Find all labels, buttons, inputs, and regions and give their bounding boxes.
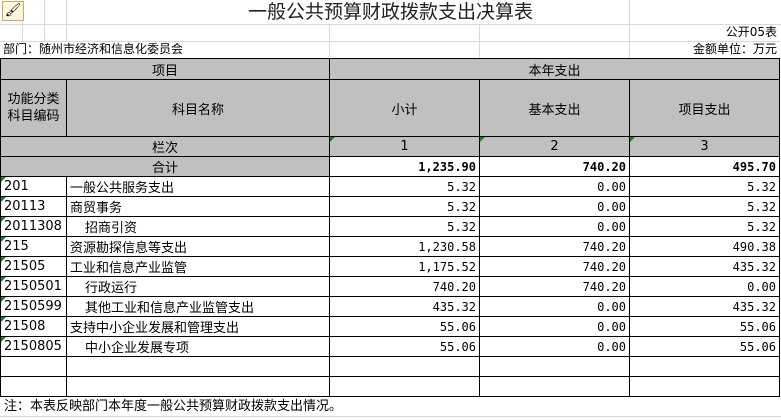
col-index-label: 栏次 [0, 136, 330, 157]
basic-cell: 740.20 [479, 256, 630, 277]
code-cell: 21508 [0, 316, 67, 337]
empty-row [0, 356, 780, 377]
name-cell: 资源勘探信息等支出 [66, 236, 330, 257]
table-row: 215 资源勘探信息等支出 1,230.58 740.20 490.38 [0, 236, 780, 257]
code-cell: 2011308 [0, 216, 67, 237]
subtotal-cell: 5.32 [329, 176, 480, 197]
page-title: 一般公共预算财政拨款支出决算表 [247, 1, 533, 23]
name-cell: 工业和信息产业监管 [66, 256, 330, 277]
gridline [0, 416, 781, 417]
empty-cell [629, 356, 780, 377]
subtotal-cell: 1,230.58 [329, 236, 480, 257]
total-subtotal: 1,235.90 [329, 156, 480, 177]
empty-cell [329, 376, 480, 397]
header-item: 项目 [0, 58, 330, 80]
col-index-3: 3 [629, 136, 780, 157]
name-cell: 商贸事务 [66, 196, 330, 217]
subtotal-cell: 1,175.52 [329, 256, 480, 277]
code-cell: 2150805 [0, 336, 67, 357]
empty-cell [66, 376, 330, 397]
project-cell: 5.32 [629, 176, 780, 197]
table-row: 2150599 其他工业和信息产业监管支出 435.32 0.00 435.32 [0, 296, 780, 317]
expense-table: 项目 本年支出 功能分类科目编码 科目名称 小计 基本支出 项目支出 栏次 1 … [0, 58, 780, 397]
basic-cell: 0.00 [479, 196, 630, 217]
project-cell: 0.00 [629, 276, 780, 297]
project-cell: 490.38 [629, 236, 780, 257]
table-row: 21505 工业和信息产业监管 1,175.52 740.20 435.32 [0, 256, 780, 277]
basic-cell: 0.00 [479, 316, 630, 337]
code-cell: 215 [0, 236, 67, 257]
table-row: 201 一般公共服务支出 5.32 0.00 5.32 [0, 176, 780, 197]
header-code: 功能分类科目编码 [0, 79, 67, 137]
empty-cell [0, 376, 67, 397]
basic-cell: 0.00 [479, 176, 630, 197]
subtotal-cell: 5.32 [329, 196, 480, 217]
table-row: 21508 支持中小企业发展和管理支出 55.06 0.00 55.06 [0, 316, 780, 337]
basic-cell: 0.00 [479, 336, 630, 357]
project-cell: 55.06 [629, 316, 780, 337]
code-cell: 201 [0, 176, 67, 197]
empty-cell [629, 376, 780, 397]
format-painter-icon[interactable]: 🖌 [2, 1, 24, 21]
code-cell: 2150501 [0, 276, 67, 297]
code-cell: 2150599 [0, 296, 67, 317]
header-project: 项目支出 [629, 79, 780, 137]
name-cell: 行政运行 [66, 276, 330, 297]
project-cell: 5.32 [629, 216, 780, 237]
name-cell: 一般公共服务支出 [66, 176, 330, 197]
subtotal-cell: 435.32 [329, 296, 480, 317]
empty-cell [329, 356, 480, 377]
empty-cell [66, 356, 330, 377]
table-row: 2150501 行政运行 740.20 740.20 0.00 [0, 276, 780, 297]
empty-cell [0, 356, 67, 377]
form-number: 公开05表 [725, 25, 777, 39]
subtotal-cell: 55.06 [329, 336, 480, 357]
gridline [66, 0, 67, 41]
name-cell: 支持中小企业发展和管理支出 [66, 316, 330, 337]
project-cell: 55.06 [629, 336, 780, 357]
unit-label: 金额单位：万元 [692, 42, 777, 56]
header-basic: 基本支出 [479, 79, 630, 137]
total-basic: 740.20 [479, 156, 630, 177]
empty-cell [479, 376, 630, 397]
total-project: 495.70 [629, 156, 780, 177]
gridline [0, 41, 781, 42]
basic-cell: 0.00 [479, 296, 630, 317]
project-cell: 435.32 [629, 296, 780, 317]
basic-cell: 0.00 [479, 216, 630, 237]
code-cell: 21505 [0, 256, 67, 277]
footnote: 注：本表反映部门本年度一般公共预算财政拨款支出情况。 [4, 399, 343, 414]
subtotal-cell: 5.32 [329, 216, 480, 237]
header-year-expense: 本年支出 [329, 58, 780, 80]
name-cell: 其他工业和信息产业监管支出 [66, 296, 330, 317]
col-index-2: 2 [479, 136, 630, 157]
name-cell: 招商引资 [66, 216, 330, 237]
subtotal-cell: 55.06 [329, 316, 480, 337]
table-row: 20113 商贸事务 5.32 0.00 5.32 [0, 196, 780, 217]
total-label: 合计 [0, 156, 330, 177]
gridline [629, 0, 630, 58]
header-subtotal: 小计 [329, 79, 480, 137]
code-cell: 20113 [0, 196, 67, 217]
header-name: 科目名称 [66, 79, 330, 137]
empty-row [0, 376, 780, 397]
table-row: 2011308 招商引资 5.32 0.00 5.32 [0, 216, 780, 237]
col-index-1: 1 [329, 136, 480, 157]
department-label: 部门：随州市经济和信息化委员会 [3, 42, 184, 56]
name-cell: 中小企业发展专项 [66, 336, 330, 357]
subtotal-cell: 740.20 [329, 276, 480, 297]
project-cell: 435.32 [629, 256, 780, 277]
project-cell: 5.32 [629, 196, 780, 217]
gridline [0, 24, 781, 25]
basic-cell: 740.20 [479, 276, 630, 297]
gridline [44, 0, 45, 41]
empty-cell [479, 356, 630, 377]
table-row: 2150805 中小企业发展专项 55.06 0.00 55.06 [0, 336, 780, 357]
basic-cell: 740.20 [479, 236, 630, 257]
